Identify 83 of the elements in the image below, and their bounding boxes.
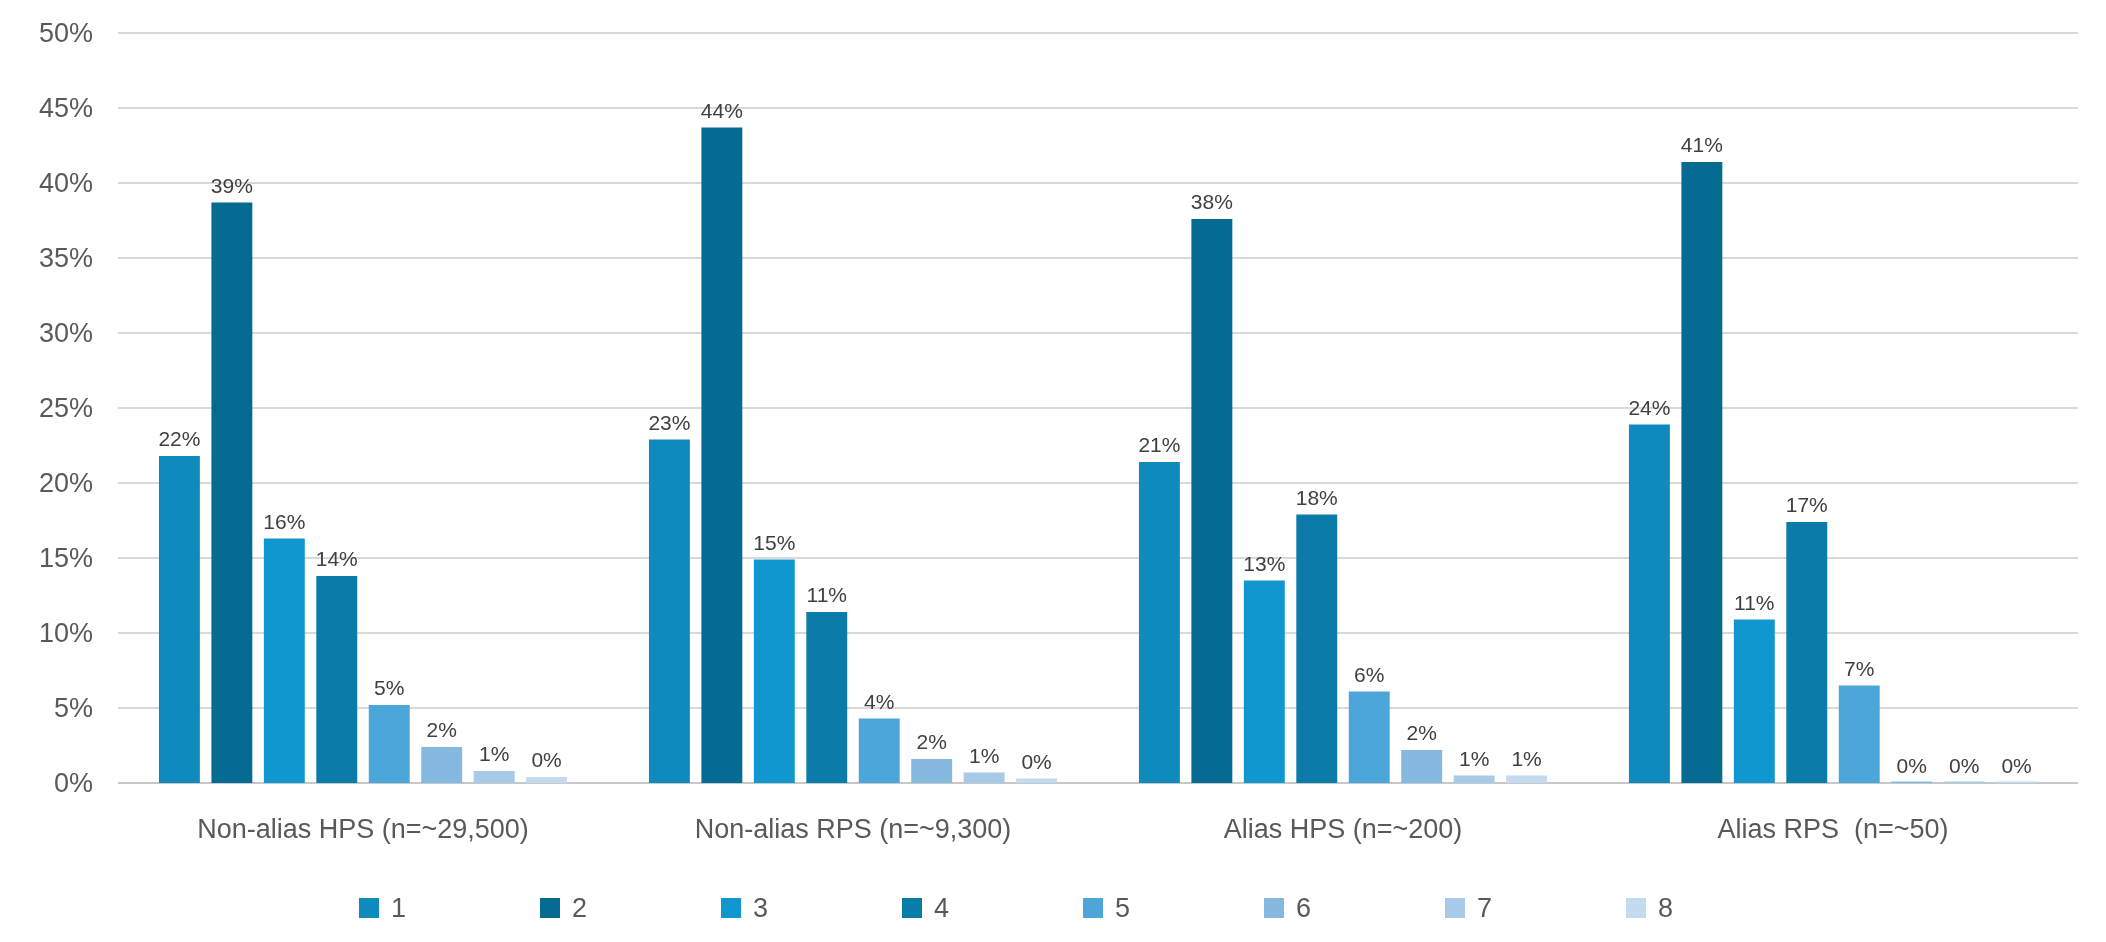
bar	[263, 538, 305, 783]
x-tick-label: Non-alias RPS (n=~9,300)	[694, 814, 1012, 844]
data-label: 2%	[916, 730, 947, 753]
y-tick-label: 40%	[38, 168, 93, 199]
y-tick-label: 5%	[53, 693, 93, 724]
data-label: 2%	[426, 718, 457, 741]
y-tick-label: 50%	[38, 18, 93, 49]
bar	[1453, 775, 1495, 783]
bar	[806, 612, 848, 783]
bar	[526, 777, 568, 783]
bar	[1348, 691, 1390, 783]
data-label: 0%	[531, 748, 562, 771]
data-label: 0%	[1896, 754, 1927, 777]
bar	[1138, 462, 1180, 783]
legend-label: 1	[391, 893, 407, 924]
data-label: 0%	[1021, 749, 1052, 773]
bar	[158, 456, 200, 783]
data-label: 11%	[806, 583, 848, 606]
bar	[1296, 514, 1338, 783]
bar	[701, 127, 743, 783]
legend-label: 7	[1477, 893, 1493, 924]
data-label: 1%	[1511, 746, 1542, 770]
y-tick-label: 35%	[38, 243, 93, 274]
y-tick-label: 20%	[38, 468, 93, 499]
data-label: 4%	[864, 689, 895, 713]
legend-label: 8	[1658, 893, 1674, 924]
bar	[1838, 685, 1880, 783]
bar	[1786, 522, 1828, 783]
data-label: 15%	[753, 530, 796, 554]
data-label: 18%	[1295, 485, 1338, 509]
legend-label: 2	[572, 893, 588, 924]
data-label: 6%	[1354, 662, 1385, 686]
data-label: 7%	[1844, 656, 1875, 680]
data-label: 44%	[700, 98, 743, 122]
y-tick-label: 0%	[53, 768, 93, 799]
legend-label: 4	[934, 893, 950, 924]
bar	[1191, 219, 1233, 783]
data-label: 16%	[263, 509, 306, 533]
data-label: 11%	[1734, 590, 1775, 614]
bar	[753, 559, 795, 783]
y-tick-label: 10%	[38, 618, 93, 649]
bar	[1681, 162, 1723, 783]
data-label: 24%	[1628, 395, 1671, 419]
data-label: 1%	[968, 743, 1000, 767]
bar	[1628, 424, 1670, 783]
legend-label: 6	[1296, 893, 1312, 924]
legend-label: 5	[1115, 893, 1131, 924]
data-label: 38%	[1190, 190, 1233, 213]
data-label: 1%	[1458, 746, 1490, 770]
y-tick-label: 45%	[38, 93, 93, 124]
x-tick-label: Alias HPS (n=~200)	[1223, 814, 1463, 844]
data-label: 39%	[210, 173, 253, 197]
bar	[858, 718, 900, 783]
data-label: 22%	[158, 427, 201, 450]
data-label: 21%	[1138, 433, 1181, 456]
x-tick-label: Non-alias HPS (n=~29,500)	[197, 814, 529, 844]
x-tick-label: Alias RPS (n=~50)	[1717, 814, 1949, 844]
y-tick-label: 30%	[38, 318, 93, 349]
bar	[911, 759, 953, 783]
bar	[1506, 775, 1548, 783]
data-label: 17%	[1785, 493, 1828, 516]
y-tick-label: 15%	[38, 543, 93, 574]
bar	[648, 439, 690, 783]
bar	[368, 705, 410, 783]
data-label: 1%	[478, 742, 510, 765]
data-label: 0%	[2001, 754, 2032, 777]
data-label: 0%	[1948, 754, 1980, 777]
bar	[1401, 750, 1443, 783]
bar	[963, 772, 1005, 783]
data-label: 13%	[1243, 551, 1286, 575]
bar	[421, 747, 463, 783]
bar	[1243, 580, 1285, 783]
bar	[1733, 619, 1775, 783]
legend-label: 3	[753, 893, 769, 924]
data-label: 23%	[648, 410, 691, 434]
y-tick-label: 25%	[38, 393, 93, 424]
data-label: 2%	[1406, 721, 1437, 744]
bar	[473, 771, 515, 783]
data-label: 5%	[374, 676, 405, 699]
bar	[316, 576, 358, 783]
data-label: 41%	[1680, 133, 1723, 156]
data-label: 14%	[315, 547, 358, 570]
bar	[211, 202, 253, 783]
